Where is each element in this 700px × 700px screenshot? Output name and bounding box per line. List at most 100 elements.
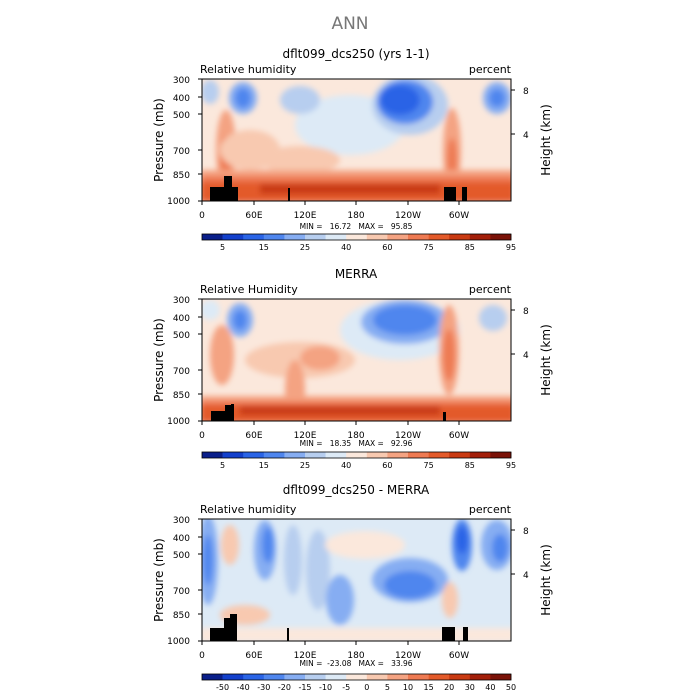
colorbar-swatch <box>469 674 491 680</box>
colorbar-swatch <box>387 452 409 458</box>
colorbar-swatch <box>428 452 450 458</box>
topography-mask <box>443 412 446 421</box>
colorbar-swatch <box>325 452 347 458</box>
colorbar-swatch <box>490 674 512 680</box>
x-tick-label: 120E <box>294 211 317 221</box>
y-tick-label: 1000 <box>167 417 190 427</box>
x-tick-label: 180 <box>347 211 364 221</box>
colorbar-swatch <box>366 674 388 680</box>
variable-label: Relative humidity <box>200 503 297 516</box>
colorbar-label: 0 <box>364 683 369 692</box>
colorbar-swatch <box>469 234 491 240</box>
colorbar-swatch <box>325 234 347 240</box>
y-tick-label: 700 <box>173 367 190 377</box>
y-tick-label: 700 <box>173 147 190 157</box>
colorbar-swatch <box>222 234 244 240</box>
y-tick-label: 300 <box>173 76 190 86</box>
y-tick-label: 500 <box>173 111 190 121</box>
colorbar-swatch <box>449 234 471 240</box>
colorbar-label: -5 <box>342 683 350 692</box>
colorbar-swatch <box>284 234 306 240</box>
topography-mask <box>225 405 231 421</box>
colorbar-label: 40 <box>485 683 495 692</box>
stats-label: MIN = 16.72 MAX = 95.85 <box>300 222 413 231</box>
units-label: percent <box>469 503 512 516</box>
x-tick-label: 60W <box>449 431 469 441</box>
colorbar-swatch <box>243 674 265 680</box>
y-tick-label: 400 <box>173 314 190 324</box>
height-tick-label: 8 <box>523 87 529 97</box>
y2-axis-label: Height (km) <box>539 544 553 615</box>
colorbar-label: 40 <box>341 243 351 252</box>
topography-mask <box>287 628 289 641</box>
colorbar-label: 40 <box>341 461 351 470</box>
contour-field <box>202 519 511 641</box>
colorbar-swatch <box>428 234 450 240</box>
colorbar-swatch <box>346 674 368 680</box>
height-tick-label: 4 <box>523 351 529 361</box>
topography-mask <box>232 187 238 201</box>
x-tick-label: 60E <box>245 651 262 661</box>
colorbar-swatch <box>387 674 409 680</box>
y-tick-label: 500 <box>173 551 190 561</box>
panel-title: MERRA <box>335 267 378 281</box>
colorbar-label: 75 <box>424 243 434 252</box>
x-tick-label: 120E <box>294 431 317 441</box>
colorbar-label: 25 <box>300 461 310 470</box>
x-tick-label: 120W <box>395 431 421 441</box>
units-label: percent <box>469 63 512 76</box>
colorbar-swatch <box>490 452 512 458</box>
topography-mask <box>231 404 234 421</box>
y2-axis-label: Height (km) <box>539 324 553 395</box>
colorbar-frame <box>201 233 512 241</box>
colorbar-swatch <box>366 452 388 458</box>
y-tick-label: 400 <box>173 534 190 544</box>
colorbar-label: -30 <box>257 683 270 692</box>
height-tick-label: 4 <box>523 571 529 581</box>
colorbar-swatch <box>202 674 223 680</box>
colorbar-swatch <box>387 234 409 240</box>
x-tick-label: 120W <box>395 651 421 661</box>
colorbar-label: 95 <box>506 243 516 252</box>
colorbar-label: -15 <box>298 683 311 692</box>
colorbar-label: -40 <box>237 683 250 692</box>
units-label: percent <box>469 283 512 296</box>
colorbar-swatch <box>469 452 491 458</box>
colorbar-label: 20 <box>444 683 454 692</box>
colorbar-frame <box>201 673 512 681</box>
y-tick-label: 850 <box>173 611 190 621</box>
colorbar: -50 -40 -30 -20 -15 -10 -5 0 5 10 15 20 30 40 50 <box>201 673 516 692</box>
panel-difference: dflt099_dcs250 - MERRA Relative humidity… <box>152 483 553 692</box>
y-axis-label: Pressure (mb) <box>152 538 166 622</box>
topography-mask <box>230 614 237 641</box>
y-tick-label: 400 <box>173 94 190 104</box>
stats-label: MIN = 18.35 MAX = 92.96 <box>300 439 413 448</box>
x-tick-label: 60E <box>245 211 262 221</box>
panel-merra: MERRA Relative Humidity percent <box>152 267 553 470</box>
x-tick-label: 120W <box>395 211 421 221</box>
colorbar-swatch <box>490 234 512 240</box>
x-tick-label: 60W <box>449 211 469 221</box>
topography-mask <box>210 187 224 201</box>
contour-field <box>202 79 511 201</box>
x-tick-label: 180 <box>347 431 364 441</box>
x-tick-label: 120E <box>294 651 317 661</box>
topography-mask <box>211 411 225 421</box>
y-tick-label: 500 <box>173 331 190 341</box>
topography-mask <box>210 628 224 641</box>
colorbar-swatch <box>449 674 471 680</box>
y-tick-label: 1000 <box>167 197 190 207</box>
x-tick-label: 0 <box>199 211 205 221</box>
colorbar: 5 15 25 40 60 75 85 95 <box>201 451 516 470</box>
colorbar-swatch <box>243 234 265 240</box>
contour-field <box>202 299 511 421</box>
x-tick-label: 180 <box>347 651 364 661</box>
colorbar-label: 30 <box>465 683 475 692</box>
stats-label: MIN = -23.08 MAX = 33.96 <box>299 659 412 668</box>
colorbar-label: 85 <box>465 461 475 470</box>
x-tick-label: 0 <box>199 431 205 441</box>
colorbar-swatch <box>222 674 244 680</box>
colorbar-swatch <box>305 234 326 240</box>
y-tick-label: 850 <box>173 171 190 181</box>
